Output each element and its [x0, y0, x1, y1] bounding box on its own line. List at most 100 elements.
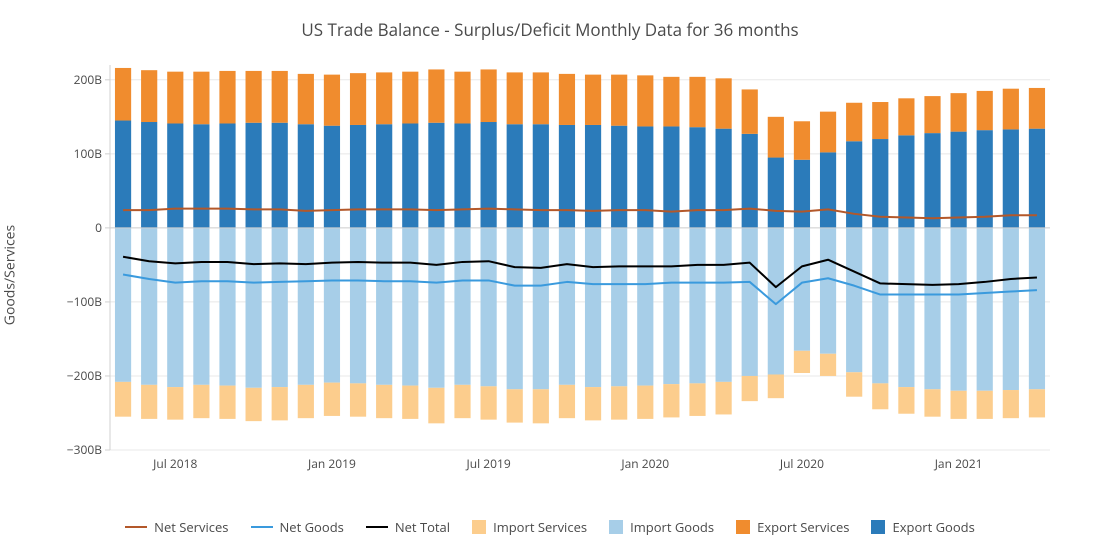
export_services-bar: [716, 78, 732, 128]
export_goods-bar: [272, 123, 288, 228]
export_services-bar: [272, 71, 288, 123]
svg-text:Jul 2018: Jul 2018: [152, 455, 197, 472]
svg-text:Jul 2020: Jul 2020: [779, 455, 824, 472]
export_services-bar: [1029, 88, 1045, 129]
svg-text:−100B: −100B: [67, 293, 102, 310]
import_services-bar: [246, 388, 262, 421]
import_goods-bar: [768, 228, 784, 375]
import_services-bar: [507, 389, 523, 422]
import_services-bar: [951, 391, 967, 419]
legend-item-import_goods[interactable]: Import Goods: [609, 518, 714, 536]
export_services-bar: [820, 112, 836, 153]
legend-swatch-line: [125, 526, 147, 528]
import_goods-bar: [402, 228, 418, 386]
import_services-bar: [820, 354, 836, 376]
import_goods-bar: [246, 228, 262, 388]
import_services-bar: [977, 391, 993, 419]
export_services-bar: [246, 71, 262, 123]
export_goods-bar: [402, 123, 418, 227]
export_goods-bar: [872, 139, 888, 228]
import_services-bar: [898, 387, 914, 414]
export_goods-bar: [951, 132, 967, 228]
import_goods-bar: [1029, 228, 1045, 389]
import_goods-bar: [742, 228, 758, 376]
import_goods-bar: [193, 228, 209, 385]
export_goods-bar: [1003, 129, 1019, 227]
svg-text:−200B: −200B: [67, 367, 102, 384]
import_services-bar: [1003, 390, 1019, 418]
legend-label: Net Goods: [280, 518, 344, 536]
trade-balance-chart: US Trade Balance - Surplus/Deficit Month…: [0, 0, 1100, 550]
svg-text:200B: 200B: [74, 71, 103, 88]
import_services-bar: [454, 385, 470, 418]
export_services-bar: [742, 89, 758, 133]
export_services-bar: [898, 98, 914, 135]
import_services-bar: [559, 385, 575, 418]
import_goods-bar: [689, 228, 705, 383]
legend-label: Export Goods: [892, 518, 974, 536]
export_services-bar: [141, 70, 157, 122]
export_goods-bar: [924, 133, 940, 228]
export_goods-bar: [298, 124, 314, 228]
import_goods-bar: [141, 228, 157, 385]
import_goods-bar: [167, 228, 183, 387]
legend-item-net_goods[interactable]: Net Goods: [251, 518, 344, 536]
legend-label: Net Total: [395, 518, 450, 536]
svg-text:Jan 2020: Jan 2020: [620, 455, 669, 472]
import_services-bar: [742, 376, 758, 401]
svg-text:0: 0: [95, 219, 102, 236]
import_services-bar: [716, 382, 732, 415]
import_services-bar: [115, 382, 131, 417]
export_goods-bar: [507, 124, 523, 228]
export_services-bar: [637, 75, 653, 126]
legend-swatch-box: [609, 520, 623, 534]
import_goods-bar: [951, 228, 967, 391]
legend-item-import_services[interactable]: Import Services: [472, 518, 587, 536]
legend-item-net_total[interactable]: Net Total: [366, 518, 450, 536]
export_services-bar: [219, 71, 235, 124]
import_goods-bar: [585, 228, 601, 387]
legend-item-net_services[interactable]: Net Services: [125, 518, 228, 536]
export_services-bar: [481, 69, 497, 122]
import_services-bar: [193, 385, 209, 418]
import_services-bar: [481, 386, 497, 419]
import_goods-bar: [272, 228, 288, 387]
export_goods-bar: [219, 123, 235, 227]
export_goods-bar: [768, 158, 784, 228]
export_goods-bar: [559, 125, 575, 228]
import_services-bar: [794, 351, 810, 373]
import_goods-bar: [1003, 228, 1019, 390]
import_services-bar: [846, 372, 862, 396]
legend-label: Export Services: [757, 518, 849, 536]
export_services-bar: [428, 69, 444, 122]
legend-item-export_goods[interactable]: Export Goods: [871, 518, 974, 536]
export_goods-bar: [611, 126, 627, 228]
chart-title: US Trade Balance - Surplus/Deficit Month…: [0, 18, 1100, 41]
legend-label: Import Services: [493, 518, 587, 536]
import_goods-bar: [846, 228, 862, 372]
export_services-bar: [350, 73, 366, 125]
export_services-bar: [298, 74, 314, 124]
export_goods-bar: [533, 124, 549, 228]
export_services-bar: [193, 72, 209, 125]
export_services-bar: [402, 72, 418, 124]
export_services-bar: [768, 117, 784, 158]
y-axis-label: Goods/Services: [1, 225, 20, 325]
export_services-bar: [1003, 89, 1019, 130]
export_goods-bar: [898, 135, 914, 228]
export_goods-bar: [663, 126, 679, 227]
export_goods-bar: [115, 121, 131, 228]
import_services-bar: [428, 388, 444, 424]
svg-text:100B: 100B: [74, 145, 103, 162]
export_goods-bar: [637, 126, 653, 227]
export_goods-bar: [585, 125, 601, 228]
import_goods-bar: [428, 228, 444, 388]
export_services-bar: [324, 75, 340, 126]
export_goods-bar: [324, 126, 340, 228]
legend-swatch-box: [871, 520, 885, 534]
export_services-bar: [559, 74, 575, 125]
export_services-bar: [663, 77, 679, 127]
export_goods-bar: [246, 123, 262, 228]
import_goods-bar: [350, 228, 366, 383]
legend-item-export_services[interactable]: Export Services: [736, 518, 849, 536]
